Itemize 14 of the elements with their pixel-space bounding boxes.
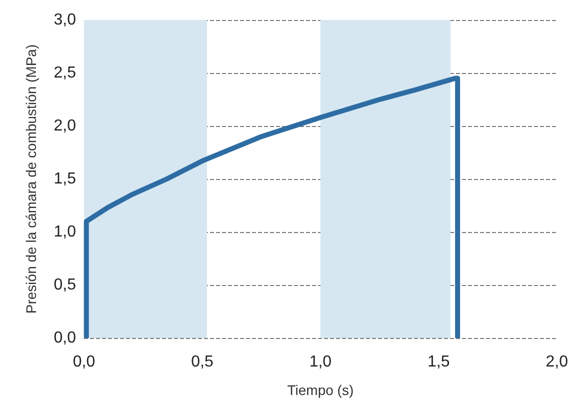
x-tick-label: 2,0: [546, 354, 568, 370]
x-tick-label: 1,5: [428, 354, 450, 370]
x-tick-label: 1,0: [309, 354, 332, 370]
x-tick-label: 0,5: [191, 354, 214, 370]
y-tick-label: 1,5: [54, 170, 76, 188]
x-axis-title: Tiempo (s): [287, 382, 354, 398]
x-tick-label: 0,0: [72, 354, 96, 370]
y-axis-title: Presión de la cámara de combustión (MPa): [23, 44, 39, 314]
y-tick-label: 2,5: [54, 64, 76, 82]
y-tick-label: 0,5: [54, 276, 76, 294]
y-tick-label: 1,0: [54, 224, 76, 240]
y-tick-label: 2,0: [54, 118, 76, 134]
y-tick-label: 0,0: [54, 330, 76, 346]
y-tick-label: 3,0: [54, 12, 76, 28]
